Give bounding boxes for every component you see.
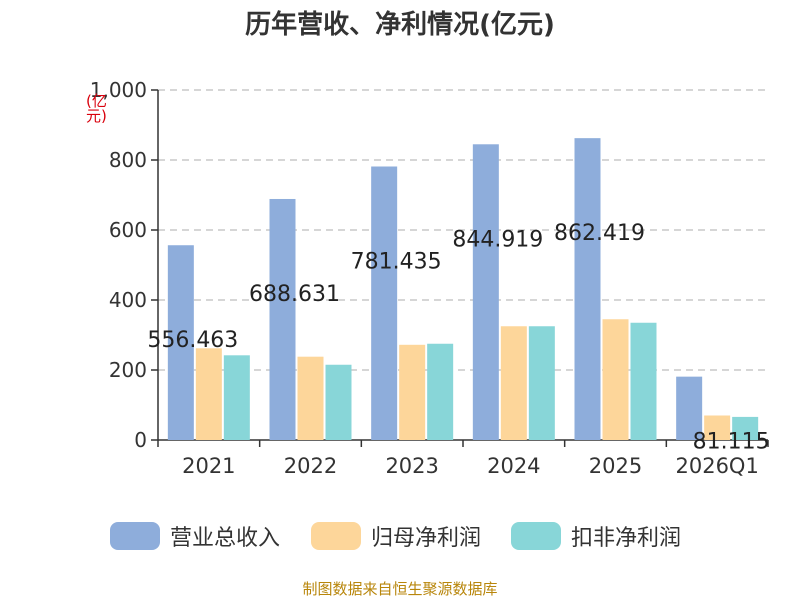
data-label: 688.631 <box>249 282 340 307</box>
legend-item-revenue[interactable]: 营业总收入 <box>110 518 280 554</box>
bar <box>704 415 731 440</box>
y-axis-unit-label: (亿元) <box>86 92 107 125</box>
legend-label-revenue: 营业总收入 <box>170 526 281 551</box>
legend-swatch-revenue <box>110 522 160 550</box>
bar <box>399 344 426 440</box>
bar <box>676 376 703 440</box>
y-tick-label: 1,000 <box>90 78 147 102</box>
bar <box>472 144 499 440</box>
legend-item-net-profit[interactable]: 归母净利润 <box>311 518 481 554</box>
legend: 营业总收入 归母净利润 扣非净利润 <box>0 518 800 554</box>
bar <box>167 245 194 440</box>
x-tick-label: 2022 <box>284 454 337 478</box>
data-label: 781.435 <box>351 249 442 274</box>
data-source-note: 制图数据来自恒生聚源数据库 <box>302 580 498 598</box>
data-label: 81.115 <box>693 430 770 455</box>
y-tick-label: 200 <box>109 358 147 382</box>
legend-item-deducted-profit[interactable]: 扣非净利润 <box>511 518 681 554</box>
legend-swatch-deducted-profit <box>511 522 561 550</box>
bar <box>500 326 527 440</box>
data-label: 862.419 <box>554 221 645 246</box>
legend-swatch-net-profit <box>311 522 361 550</box>
legend-label-deducted-profit: 扣非净利润 <box>571 526 682 551</box>
x-tick-label: 2025 <box>589 454 642 478</box>
bar <box>732 416 759 440</box>
bar <box>427 343 454 440</box>
bar <box>574 138 601 440</box>
bar <box>223 355 250 440</box>
data-label: 556.463 <box>147 328 238 353</box>
data-label: 844.919 <box>452 227 543 252</box>
bar <box>325 364 352 440</box>
x-tick-label: 2024 <box>487 454 540 478</box>
x-tick-label: 2021 <box>182 454 235 478</box>
y-tick-label: 0 <box>134 428 147 452</box>
y-tick-label: 400 <box>109 288 147 312</box>
y-tick-label: 600 <box>109 218 147 242</box>
x-tick-label: 2026Q1 <box>675 454 758 478</box>
y-tick-label: 800 <box>109 148 147 172</box>
chart-title: 历年营收、净利情况(亿元) <box>245 10 555 40</box>
bar <box>528 326 555 440</box>
bar <box>371 166 398 441</box>
bar <box>269 198 296 440</box>
bar <box>602 319 629 440</box>
legend-label-net-profit: 归母净利润 <box>371 526 482 551</box>
bar <box>630 322 657 440</box>
bar <box>195 348 222 440</box>
x-tick-label: 2023 <box>385 454 438 478</box>
bar <box>297 356 324 440</box>
